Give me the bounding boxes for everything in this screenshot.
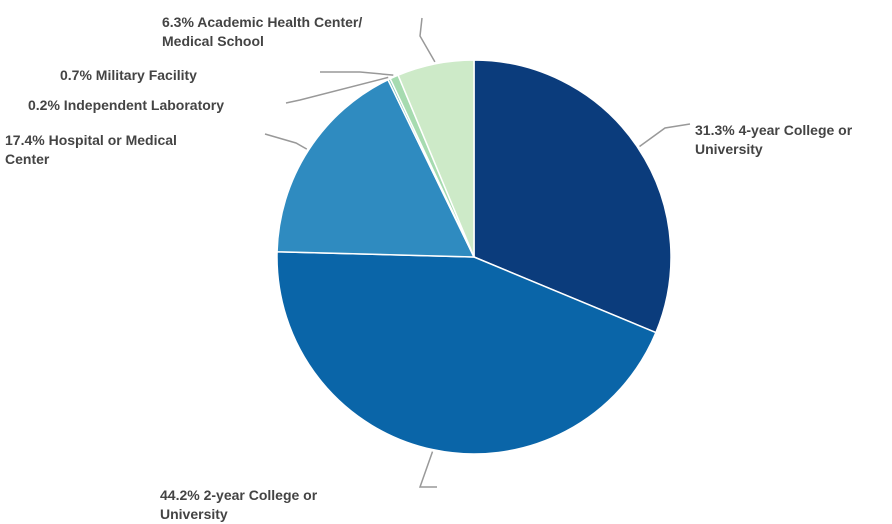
pie-slice-2-year-college <box>276 250 657 455</box>
leader-line-hospital <box>264 133 308 150</box>
leader-line-2-year-college <box>418 451 437 488</box>
slice-label-4-year-college: 31.3% 4-year College or University <box>695 122 853 157</box>
slice-label-academic-health-center: 6.3% Academic Health Center/ Medical Sch… <box>162 14 363 49</box>
pie-slices <box>276 59 672 455</box>
leader-line-4-year-college <box>639 123 691 148</box>
pie-slice-4-year-college <box>473 59 672 334</box>
slice-label-2-year-college: 44.2% 2-year College or University <box>160 487 318 522</box>
leader-line-independent-laboratory <box>285 76 389 104</box>
slice-label-military-facility: 0.7% Military Facility <box>60 67 197 83</box>
slice-label-independent-laboratory: 0.2% Independent Laboratory <box>28 97 225 113</box>
leader-lines <box>264 17 691 488</box>
pie-slice-academic-health-center <box>397 59 475 258</box>
leader-line-military-facility <box>320 71 394 76</box>
pie-slice-hospital <box>276 78 476 258</box>
slice-label-hospital: 17.4% Hospital or Medical Center <box>5 132 177 167</box>
leader-line-academic-health-center <box>419 17 436 63</box>
